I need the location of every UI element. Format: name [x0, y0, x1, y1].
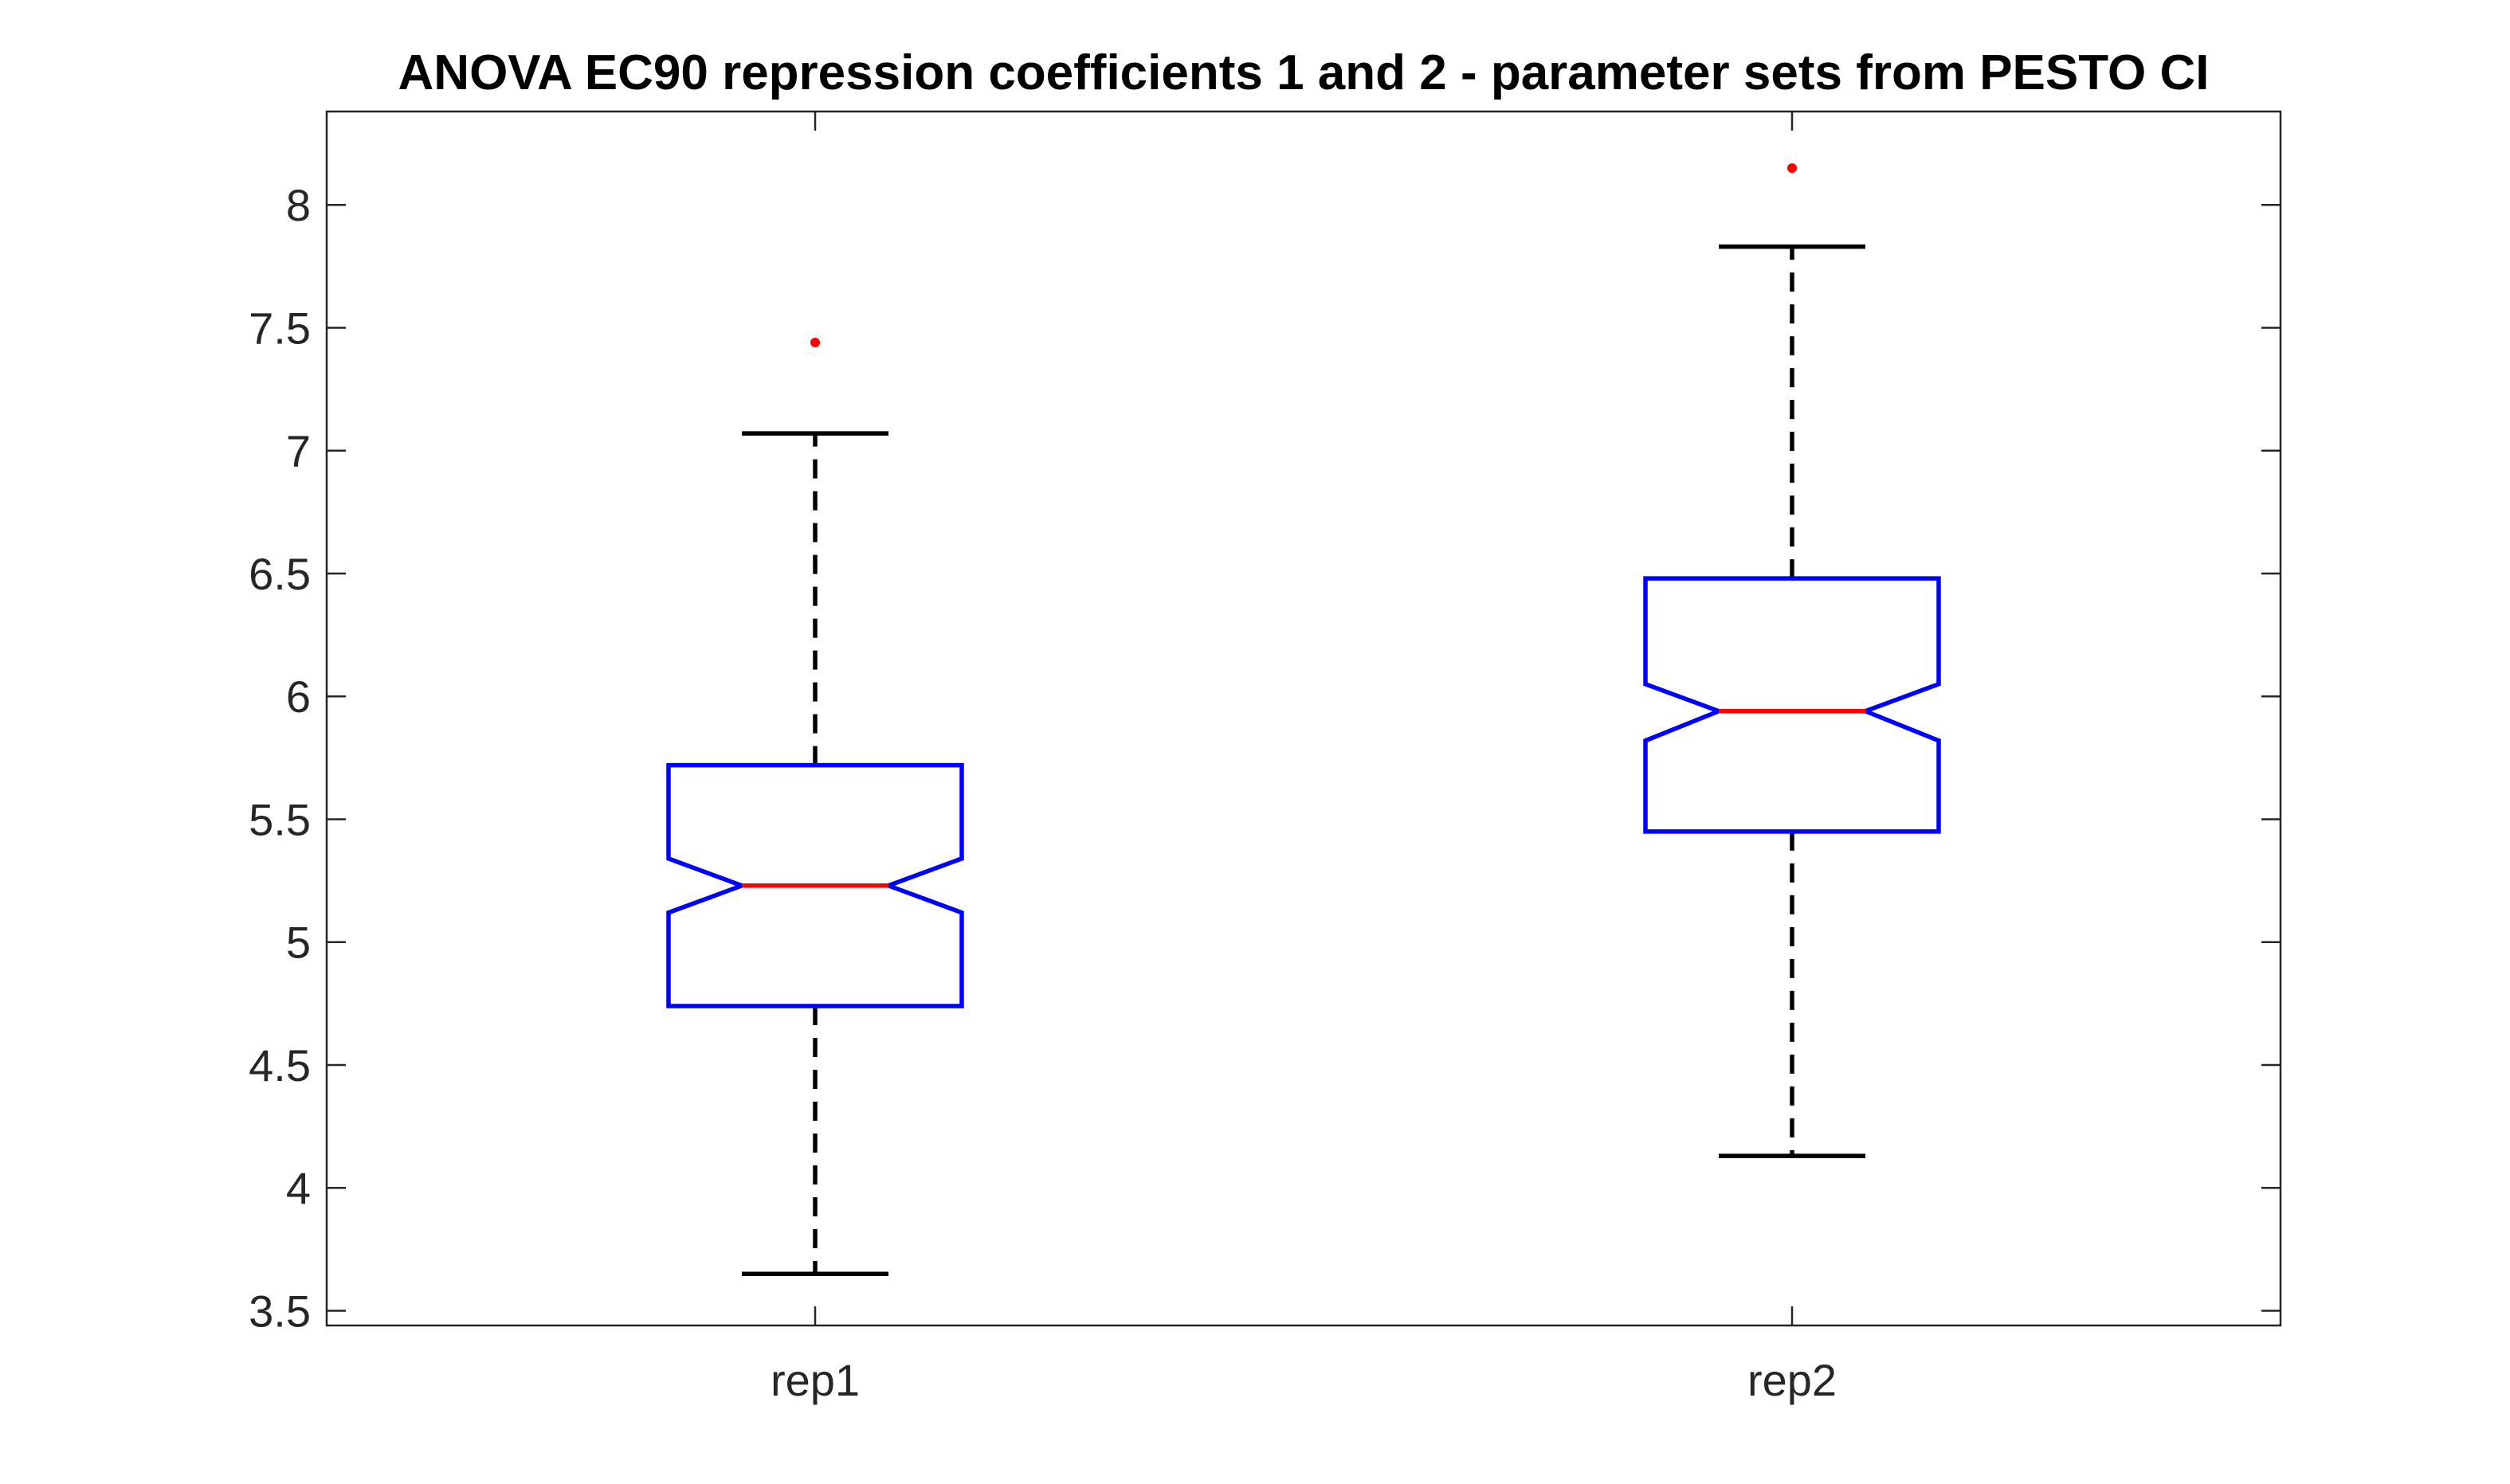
x-tick-label: rep2 — [1747, 1355, 1837, 1405]
box-rep2 — [1643, 576, 1941, 834]
outlier-point — [1787, 162, 1797, 173]
y-tick-label: 3.5 — [249, 1286, 311, 1336]
outlier-point — [810, 337, 820, 347]
y-tick-label: 6 — [286, 672, 311, 722]
y-tick-label: 7.5 — [249, 303, 311, 353]
y-tick-label: 5 — [286, 918, 311, 968]
y-tick-label: 5.5 — [249, 794, 311, 844]
y-tick-label: 4 — [286, 1163, 311, 1213]
y-tick-label: 6.5 — [249, 549, 311, 599]
plot-area: 3.5 4 4.5 5 5.5 6 6.5 7 7.5 8 rep1 rep2 — [249, 112, 2281, 1405]
axes-frame — [325, 110, 2282, 1327]
chart-title: ANOVA EC90 repression coefficients 1 and… — [398, 45, 2210, 100]
y-tick-label: 8 — [286, 180, 311, 230]
y-tick-label: 4.5 — [249, 1040, 311, 1090]
y-tick-label: 7 — [286, 426, 311, 476]
x-tick-label: rep1 — [771, 1355, 860, 1405]
